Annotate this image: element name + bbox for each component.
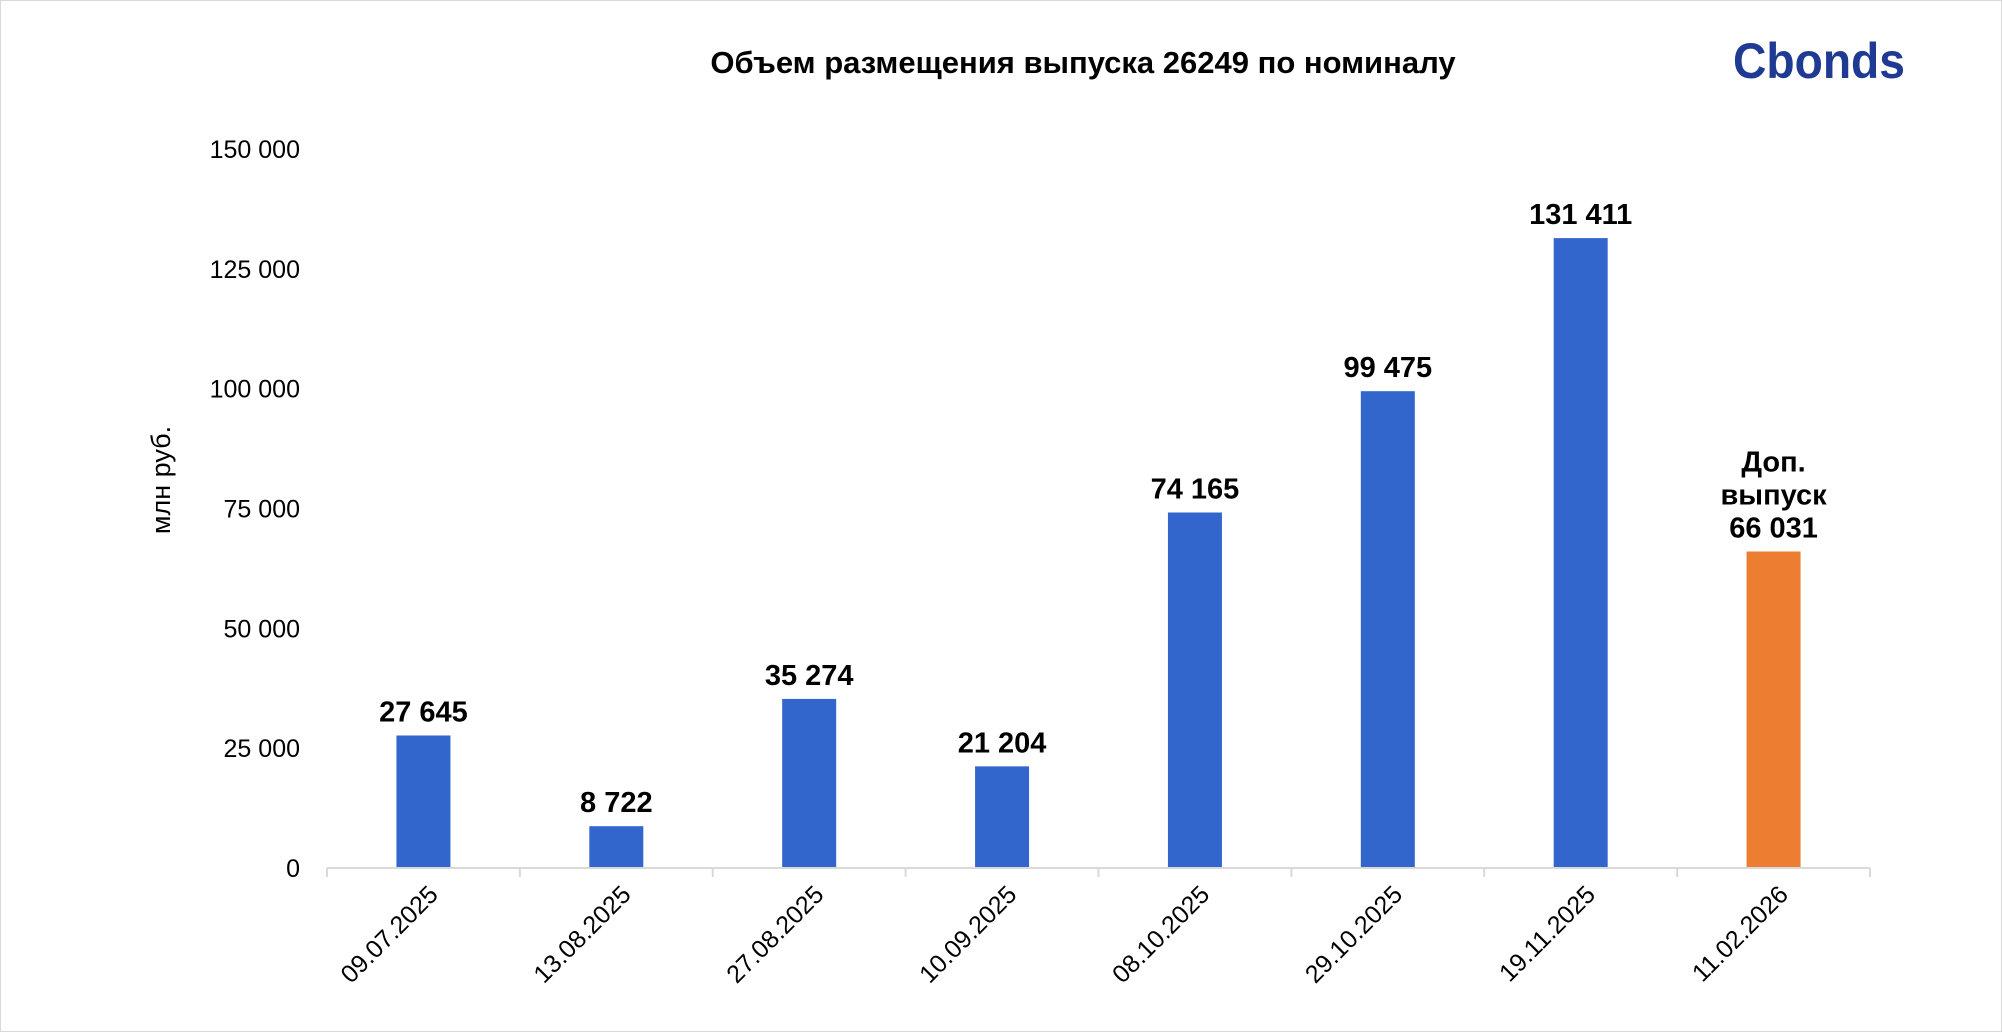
y-tick-label: 150 000: [210, 136, 300, 164]
x-tick-label: 10.09.2025: [914, 880, 1022, 988]
cbonds-logo: Cbonds: [1733, 33, 1905, 89]
x-tick-label: 11.02.2026: [1687, 880, 1794, 987]
data-label: 66 031: [1729, 512, 1818, 544]
x-tick-label: 09.07.2025: [335, 880, 443, 988]
data-label: 21 204: [958, 727, 1047, 759]
bar: [1360, 391, 1415, 868]
bar: [1746, 551, 1801, 868]
y-tick-label: 75 000: [224, 496, 300, 524]
x-tick-label: 27.08.2025: [721, 880, 829, 988]
y-tick-label: 50 000: [224, 615, 300, 643]
y-tick-label: 100 000: [210, 376, 300, 404]
bar: [396, 735, 451, 868]
y-tick-label: 125 000: [210, 256, 300, 284]
bars: [396, 238, 1801, 868]
data-label: 35 274: [765, 660, 854, 692]
data-label: 74 165: [1151, 474, 1240, 506]
x-tick-label: 08.10.2025: [1107, 880, 1215, 988]
bar: [589, 826, 644, 868]
chart-title: Объем размещения выпуска 26249 по номина…: [710, 45, 1456, 80]
bar: [1553, 238, 1608, 868]
y-tick-label: 0: [286, 855, 300, 883]
data-label: 27 645: [379, 696, 468, 728]
logo-text: Cbonds: [1733, 33, 1905, 89]
x-tick-label: 29.10.2025: [1300, 880, 1408, 988]
data-label: Доп.: [1741, 446, 1805, 478]
x-tick-label: 13.08.2025: [528, 880, 636, 988]
data-label: 8 722: [580, 787, 653, 819]
data-label: 99 475: [1343, 352, 1432, 384]
x-tick-label: 19.11.2025: [1494, 880, 1601, 987]
x-axis: 09.07.2025 13.08.2025 27.08.2025 10.09.2025…: [326, 867, 1871, 989]
y-tick-label: 25 000: [224, 735, 300, 763]
data-label: выпуск: [1720, 479, 1827, 511]
y-axis-ticks: 0 25 000 50 000 75 000 100 000 125 000 150 000: [210, 136, 300, 883]
bar: [1167, 512, 1222, 868]
data-labels: 27 645 8 722 35 274 21 204 74 165 99 475 131 4…: [379, 199, 1827, 819]
bar: [975, 766, 1030, 868]
bar: [782, 698, 837, 868]
y-axis-title: млн руб.: [146, 426, 176, 534]
data-label: 131 411: [1529, 199, 1632, 231]
